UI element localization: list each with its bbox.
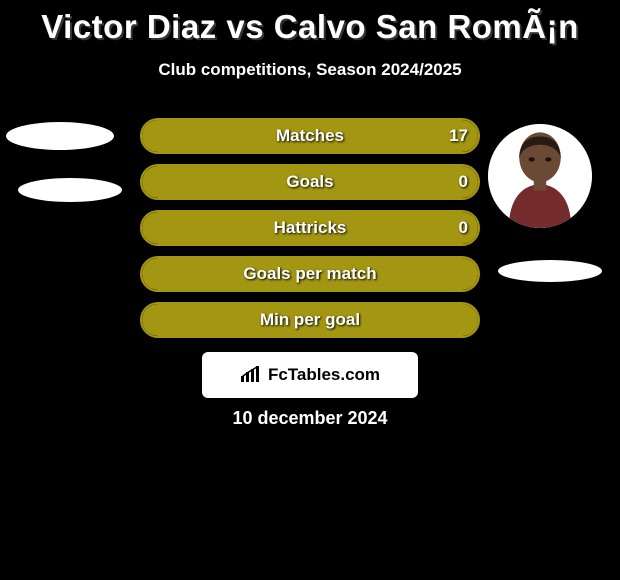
stat-label: Min per goal: [142, 304, 478, 336]
stat-label: Matches: [142, 120, 478, 152]
bar-chart-icon: [240, 366, 262, 384]
subtitle: Club competitions, Season 2024/2025: [0, 46, 620, 80]
page-title: Victor Diaz vs Calvo San RomÃ¡n: [0, 0, 620, 46]
stat-row: Hattricks0: [0, 210, 620, 256]
stat-right-value: 0: [459, 212, 468, 244]
logo-text: FcTables.com: [268, 365, 380, 385]
stat-row: Goals0: [0, 164, 620, 210]
stat-bar-track: Min per goal: [140, 302, 480, 338]
stat-right-value: 17: [449, 120, 468, 152]
stat-label: Hattricks: [142, 212, 478, 244]
stat-right-value: 0: [459, 166, 468, 198]
stat-bar-track: Hattricks0: [140, 210, 480, 246]
title-text: Victor Diaz vs Calvo San RomÃ¡n: [41, 8, 579, 45]
logo: FcTables.com: [240, 365, 380, 385]
stat-bar-track: Goals per match: [140, 256, 480, 292]
stats-area: Matches17Goals0Hattricks0Goals per match…: [0, 118, 620, 348]
logo-box: FcTables.com: [202, 352, 418, 398]
stat-label: Goals per match: [142, 258, 478, 290]
date-text: 10 december 2024: [232, 408, 387, 428]
stat-bar-track: Matches17: [140, 118, 480, 154]
subtitle-text: Club competitions, Season 2024/2025: [158, 60, 461, 79]
stat-row: Goals per match: [0, 256, 620, 302]
date-line: 10 december 2024: [0, 408, 620, 429]
stat-bar-track: Goals0: [140, 164, 480, 200]
stat-label: Goals: [142, 166, 478, 198]
stat-row: Min per goal: [0, 302, 620, 348]
stat-row: Matches17: [0, 118, 620, 164]
comparison-infographic: Victor Diaz vs Calvo San RomÃ¡n Club com…: [0, 0, 620, 580]
